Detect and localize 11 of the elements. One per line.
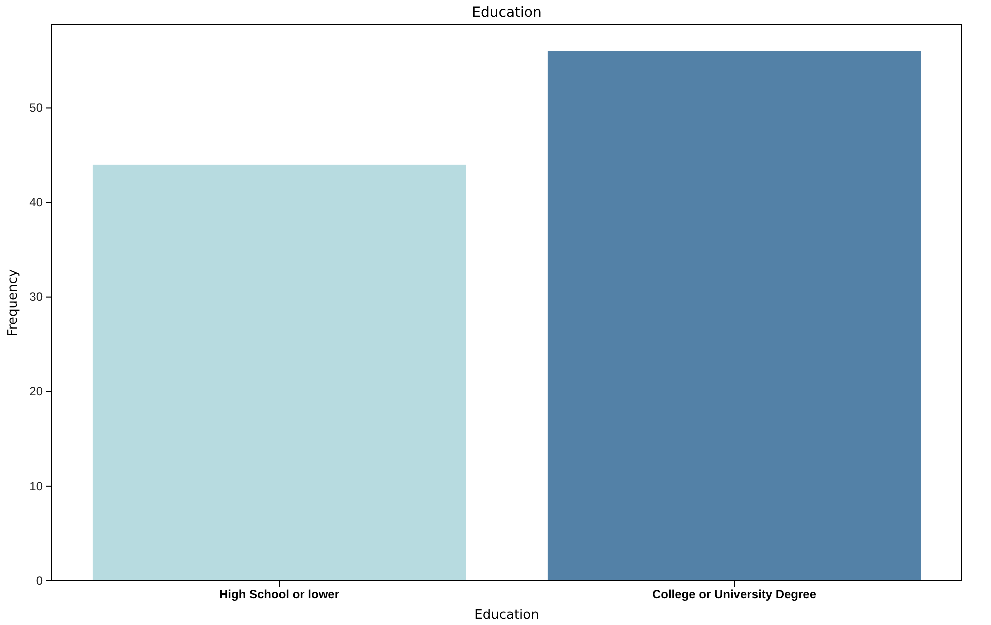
- y-axis-title: Frequency: [6, 269, 21, 337]
- y-tick-label: 30: [30, 290, 44, 304]
- y-tick-label: 50: [30, 101, 44, 116]
- y-tick-label: 40: [30, 196, 44, 210]
- y-tick-label: 0: [36, 574, 44, 588]
- chart-title: Education: [472, 5, 542, 21]
- x-tick-label: High School or lower: [219, 588, 340, 602]
- y-tick-label: 20: [30, 384, 44, 399]
- x-tick-label: College or University Degree: [652, 588, 817, 602]
- y-tick-label: 10: [30, 479, 44, 494]
- x-axis-title: Education: [474, 608, 540, 623]
